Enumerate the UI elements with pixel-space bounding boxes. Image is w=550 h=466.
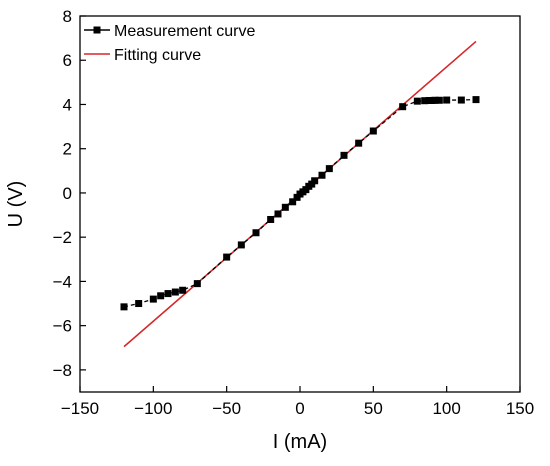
measurement-point [289,198,297,206]
measurement-point [267,215,275,223]
x-tick-label: 150 [506,399,534,418]
measurement-point [431,96,439,104]
measurement-point [369,127,377,135]
measurement-point [340,151,348,159]
y-tick-label: 4 [63,95,72,114]
measurement-point [171,288,179,296]
ticks-layer: −150 −100 −50 0 50 100 150 −8 −6 −4 −2 0 2 4 6 8 [53,7,535,418]
y-tick-label: 0 [63,184,72,203]
series-layer [120,40,480,348]
y-tick-label: 6 [63,51,72,70]
x-tick-label: 0 [295,399,304,418]
measurement-point [281,203,289,211]
x-axis-label: I (mA) [273,431,327,453]
measurement-point [164,290,172,298]
measurement-point [399,103,407,111]
measurement-curve-line [123,98,477,308]
legend-measurement-label: Measurement curve [114,23,255,40]
legend-measurement-marker [93,26,101,34]
measurement-point [252,229,260,237]
measurement-point [355,139,363,147]
y-tick-label: 8 [63,7,72,26]
y-tick-label: −8 [53,361,72,380]
measurement-point [237,241,245,249]
measurement-point [443,96,451,104]
measurement-point [274,210,282,218]
measurement-point [223,253,231,261]
x-tick-label: −150 [61,399,99,418]
x-tick-label: 100 [432,399,460,418]
legend-fitting-label: Fitting curve [114,47,201,64]
legend: Measurement curve Fitting curve [84,23,255,64]
measurement-point [157,292,165,300]
measurement-point [193,280,201,288]
y-axis-label: U (V) [5,181,27,228]
measurement-point [435,96,443,104]
y-tick-label: −6 [53,317,72,336]
measurement-point [311,177,319,185]
plot-frame [79,15,521,393]
x-tick-label: 50 [364,399,383,418]
measurement-point [120,303,128,311]
y-tick-label: −2 [53,228,72,247]
measurement-point [179,286,187,294]
measurement-point [135,300,143,308]
measurement-point [149,295,157,303]
y-tick-label: 2 [63,140,72,159]
x-tick-label: −50 [212,399,241,418]
measurement-point [325,165,333,173]
measurement-point [413,97,421,105]
measurement-point [472,96,480,104]
x-tick-label: −100 [134,399,172,418]
y-tick-label: −4 [53,272,72,291]
measurement-point [421,97,429,105]
measurement-point [457,96,465,104]
measurement-point [318,171,326,179]
